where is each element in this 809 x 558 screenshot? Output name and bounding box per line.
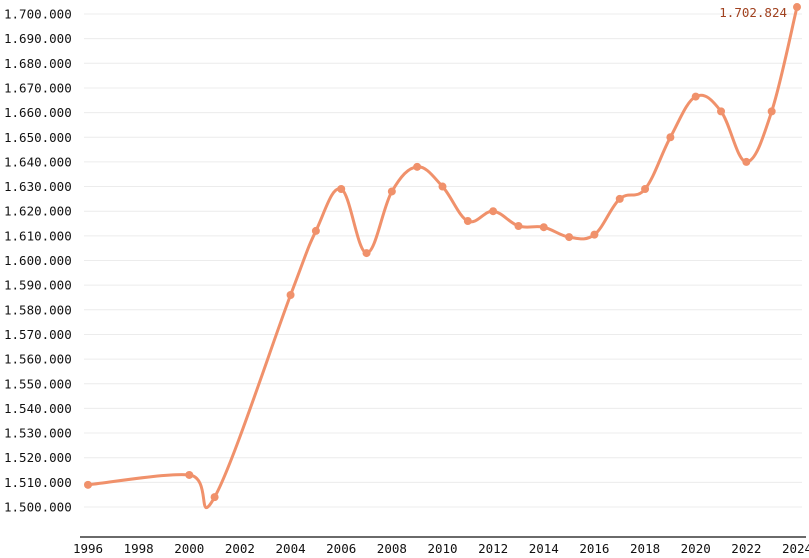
y-tick-label: 1.690.000 [4, 31, 72, 46]
x-tick-label: 2020 [681, 541, 711, 556]
y-tick-label: 1.550.000 [4, 376, 72, 391]
x-tick-label: 2024 [782, 541, 809, 556]
data-point [742, 157, 751, 166]
x-tick-label: 2022 [731, 541, 761, 556]
data-point [590, 230, 599, 239]
x-tick-label: 1996 [73, 541, 103, 556]
data-point [438, 182, 447, 191]
y-tick-label: 1.580.000 [4, 302, 72, 317]
data-point [565, 233, 574, 242]
x-tick-label: 2008 [377, 541, 407, 556]
data-point [84, 480, 92, 489]
data-point [362, 249, 371, 258]
data-point [337, 185, 346, 194]
x-tick-label: 2010 [427, 541, 457, 556]
x-axis-tick-labels: 1996 1998 2000 2002 2004 2006 2008 2010 2012 2014… [73, 541, 809, 556]
data-point [641, 185, 650, 194]
y-tick-label: 1.620.000 [4, 204, 72, 219]
gridlines [84, 13, 802, 508]
x-tick-label: 2014 [529, 541, 559, 556]
x-tick-label: 2004 [276, 541, 306, 556]
y-tick-label: 1.560.000 [4, 352, 72, 367]
data-point [691, 92, 700, 101]
x-tick-label: 2006 [326, 541, 356, 556]
data-labels: 1.702.824 [719, 5, 787, 20]
y-tick-label: 1.650.000 [4, 130, 72, 145]
x-tick-label: 2002 [225, 541, 255, 556]
y-tick-label: 1.510.000 [4, 475, 72, 490]
data-point [767, 107, 776, 116]
y-tick-label: 1.640.000 [4, 154, 72, 169]
x-tick-label: 2000 [174, 541, 204, 556]
data-point [311, 226, 320, 235]
y-axis-tick-labels: 1.500.000 1.510.000 1.520.000 1.530.000 1.54… [4, 7, 72, 515]
data-point [666, 133, 675, 142]
y-tick-label: 1.600.000 [4, 253, 72, 268]
data-point [615, 194, 624, 203]
data-point [539, 223, 548, 232]
y-tick-label: 1.590.000 [4, 278, 72, 293]
data-point [793, 3, 801, 12]
y-tick-label: 1.630.000 [4, 179, 72, 194]
data-label: 1.702.824 [719, 5, 787, 20]
data-point [489, 207, 498, 216]
y-tick-label: 1.570.000 [4, 327, 72, 342]
y-tick-label: 1.530.000 [4, 426, 72, 441]
data-point [185, 470, 194, 479]
y-tick-label: 1.520.000 [4, 450, 72, 465]
y-tick-label: 1.700.000 [4, 7, 72, 22]
data-point [387, 187, 396, 196]
x-tick-label: 2018 [630, 541, 660, 556]
data-point [286, 291, 295, 300]
y-tick-label: 1.500.000 [4, 500, 72, 515]
x-tick-label: 1998 [124, 541, 154, 556]
data-point [463, 217, 472, 226]
data-point [210, 493, 219, 502]
data-point [717, 107, 726, 116]
x-tick-label: 2012 [478, 541, 508, 556]
y-tick-label: 1.660.000 [4, 105, 72, 120]
y-tick-label: 1.610.000 [4, 228, 72, 243]
y-tick-label: 1.680.000 [4, 56, 72, 71]
x-tick-label: 2016 [579, 541, 609, 556]
data-point-markers [84, 3, 801, 502]
data-point [413, 162, 422, 171]
y-tick-label: 1.670.000 [4, 80, 72, 95]
y-tick-label: 1.540.000 [4, 401, 72, 416]
data-point [514, 221, 523, 230]
